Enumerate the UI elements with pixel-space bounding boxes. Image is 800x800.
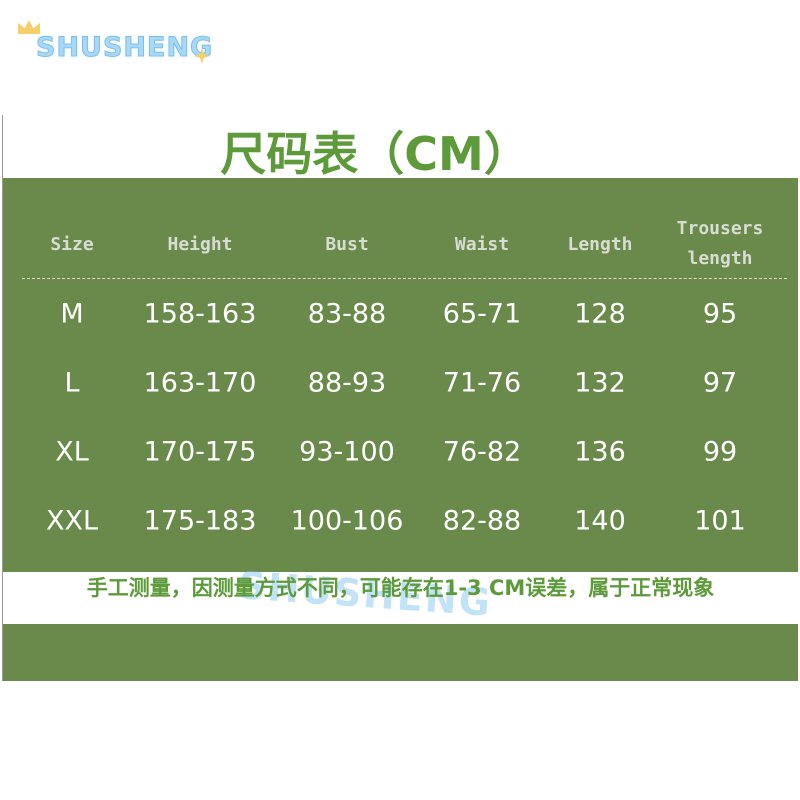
- table-cell: M: [60, 298, 84, 330]
- table-cell: 71-76: [442, 367, 522, 399]
- column-header: Waist: [454, 234, 510, 255]
- table-cell: 101: [694, 505, 746, 537]
- note-band: [3, 572, 798, 624]
- table-cell: 163-170: [143, 367, 257, 399]
- table-cell: 99: [702, 436, 738, 468]
- column-header: Trousers length: [676, 218, 764, 269]
- table-cell: 65-71: [442, 298, 522, 330]
- table-cell: 132: [574, 367, 626, 399]
- table-cell: 140: [574, 505, 626, 537]
- table-cell: 83-88: [307, 298, 387, 330]
- table-cell: 93-100: [299, 436, 395, 468]
- table-cell: 97: [702, 367, 738, 399]
- header-divider: [22, 278, 787, 279]
- column-header: Size: [50, 234, 94, 255]
- table-cell: 170-175: [143, 436, 257, 468]
- table-cell: 88-93: [307, 367, 387, 399]
- table-cell: 158-163: [143, 298, 257, 330]
- table-cell: 175-183: [143, 505, 257, 537]
- column-header: Length: [567, 234, 633, 255]
- table-cell: 100-106: [290, 505, 404, 537]
- logo-text: SHUSHENG: [35, 32, 214, 64]
- table-cell: 76-82: [442, 436, 522, 468]
- measurement-note: 手工测量，因测量方式不同，可能存在1-3 CM误差，属于正常现象: [86, 576, 715, 600]
- table-cell: L: [64, 367, 80, 399]
- column-header: Height: [167, 234, 233, 255]
- table-cell: XL: [55, 436, 89, 468]
- table-cell: 128: [574, 298, 626, 330]
- page-title: 尺码表（CM）: [220, 127, 530, 181]
- table-cell: 95: [702, 298, 738, 330]
- table-cell: 82-88: [442, 505, 522, 537]
- brand-logo: SHUSHENG: [14, 14, 214, 70]
- table-cell: XXL: [45, 505, 99, 537]
- column-header: Bust: [325, 234, 369, 255]
- frame-border: [2, 115, 3, 681]
- table-cell: 136: [574, 436, 626, 468]
